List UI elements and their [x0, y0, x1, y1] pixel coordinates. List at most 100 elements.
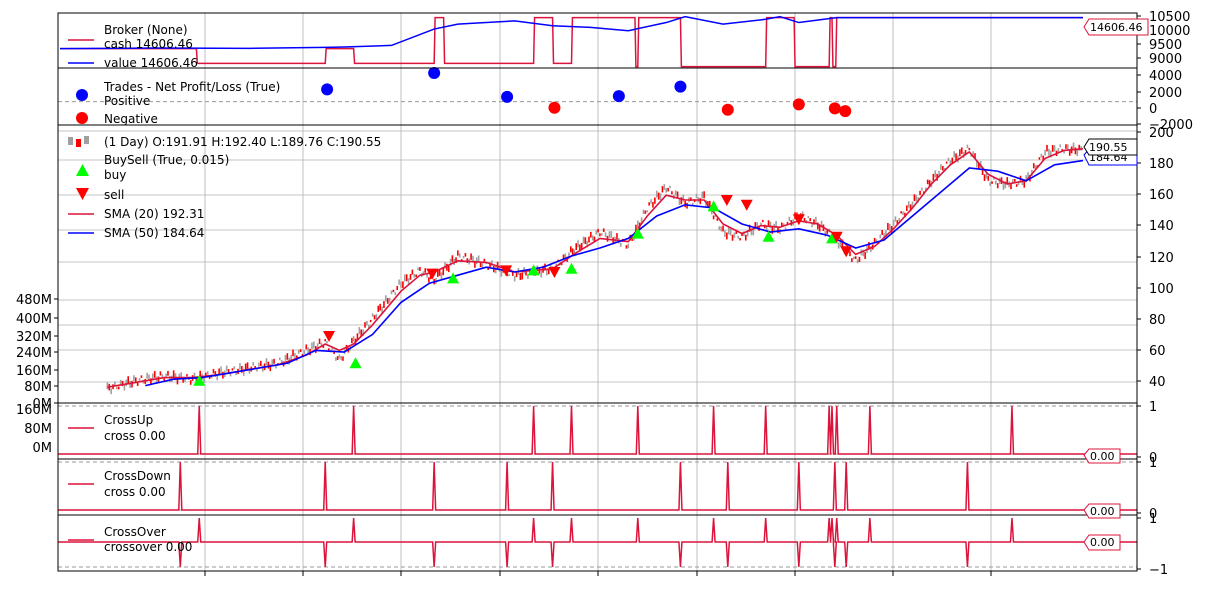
candle-bar [748, 224, 751, 232]
price-tick-label-4: 120 [1149, 251, 1174, 266]
candle-bar [444, 261, 446, 269]
candle-bar [616, 233, 618, 240]
candle-bar [854, 256, 857, 259]
candle-bar [1076, 149, 1079, 157]
trade-negative-point-1 [721, 103, 734, 116]
candle-bar [1057, 148, 1060, 153]
broker-cash-line [60, 16, 1083, 68]
candle-bar [280, 359, 283, 364]
candle-bar [326, 340, 328, 344]
candle-bar [352, 336, 355, 342]
candle-bar [663, 184, 666, 190]
candle-bar [892, 219, 895, 226]
candle-bar [1014, 179, 1016, 182]
crossup-legend-label: cross 0.00 [104, 429, 166, 443]
candle-bar [333, 350, 335, 354]
price-tick-label-1: 180 [1149, 157, 1174, 172]
candle-bar [428, 277, 430, 283]
candle-bar [777, 226, 779, 234]
candle-bar [385, 295, 387, 302]
candle-bar [837, 242, 840, 249]
candle-bar [599, 233, 601, 237]
candle-bar [229, 372, 232, 377]
crossover-legend-title: CrossOver [104, 525, 166, 539]
candle-bar [358, 327, 361, 335]
candle-bar [134, 377, 137, 383]
candle-bar [125, 379, 128, 387]
candle-bar [601, 233, 603, 236]
trades-legend-title: Trades - Net Profit/Loss (True) [103, 80, 280, 94]
sell-marker-8 [840, 246, 853, 258]
candle-bar [993, 176, 995, 180]
candle-bar [379, 303, 381, 311]
candle-bar [883, 233, 885, 239]
candle-bar [569, 246, 572, 253]
candle-bar [549, 263, 552, 269]
candle-bar [627, 243, 630, 249]
candle-bar [640, 217, 643, 223]
candle-bar [451, 255, 454, 262]
buy-marker-3 [527, 264, 540, 276]
candle-bar [286, 353, 289, 360]
buy-marker-1 [349, 357, 362, 369]
candle-bar [858, 256, 861, 262]
candle-bar [449, 258, 452, 266]
volume-tick-label-2: 320M [16, 330, 52, 345]
candle-bar [921, 187, 923, 191]
trade-positive-point-0 [321, 83, 334, 96]
candle-bar [756, 222, 758, 228]
candle-bar [184, 378, 186, 382]
candle-bar [218, 368, 220, 376]
candle-bar [299, 349, 302, 353]
candle-bar [1040, 153, 1043, 158]
candle-bar [955, 153, 957, 161]
candle-bar [1027, 172, 1029, 180]
candle-bar [172, 370, 175, 378]
candle-bar [875, 239, 878, 243]
crossdown-legend-title: CrossDown [104, 469, 171, 483]
candle-bar [371, 313, 374, 317]
candle-bar [767, 220, 770, 227]
trades-legend: Trades - Net Profit/Loss (True) Positive… [76, 80, 280, 126]
sma20-legend-label: SMA (20) 192.31 [104, 207, 204, 221]
sell-marker-7 [830, 231, 843, 243]
buy-marker-0 [193, 374, 206, 386]
value-legend-label: value 14606.46 [104, 56, 198, 70]
candle-bar [887, 223, 889, 230]
broker-value-box-text: 14606.46 [1090, 21, 1143, 34]
candle-bar [593, 236, 596, 242]
candle-bar [248, 367, 251, 374]
candle-bar [227, 369, 230, 374]
trades-tick-label-3: −2000 [1149, 118, 1193, 133]
volume-tick-label-3: 240M [16, 346, 52, 361]
candle-bar [586, 240, 588, 248]
candle-bar [652, 202, 654, 208]
crossover-tick-label-1: −1 [1149, 563, 1168, 578]
trade-positive-point-2 [501, 90, 514, 103]
candle-bar [500, 270, 503, 277]
candle-bar [121, 380, 124, 387]
candle-bar [786, 221, 789, 226]
candle-bar [356, 333, 359, 341]
candle-bar [303, 350, 306, 355]
candle-bar [1051, 145, 1054, 152]
candle-bar [726, 232, 728, 240]
candle-bar [409, 273, 412, 280]
candle-bar [338, 354, 341, 359]
candle-bar [676, 191, 679, 198]
crossover-value-box: 0.00 [1083, 534, 1121, 551]
candle-bar [199, 370, 201, 378]
trade-positive-point-3 [612, 90, 625, 103]
candle-bar [269, 364, 272, 372]
candle-bar [816, 222, 819, 230]
candle-bar [472, 255, 474, 263]
candle-bar [519, 273, 522, 281]
candle-bar [1059, 144, 1062, 148]
candle-bar [148, 374, 150, 382]
candle-bar [841, 239, 844, 247]
candle-bar [307, 347, 309, 354]
candle-bar [727, 227, 730, 235]
candle-bar [974, 153, 976, 159]
candle-bar [754, 222, 757, 229]
